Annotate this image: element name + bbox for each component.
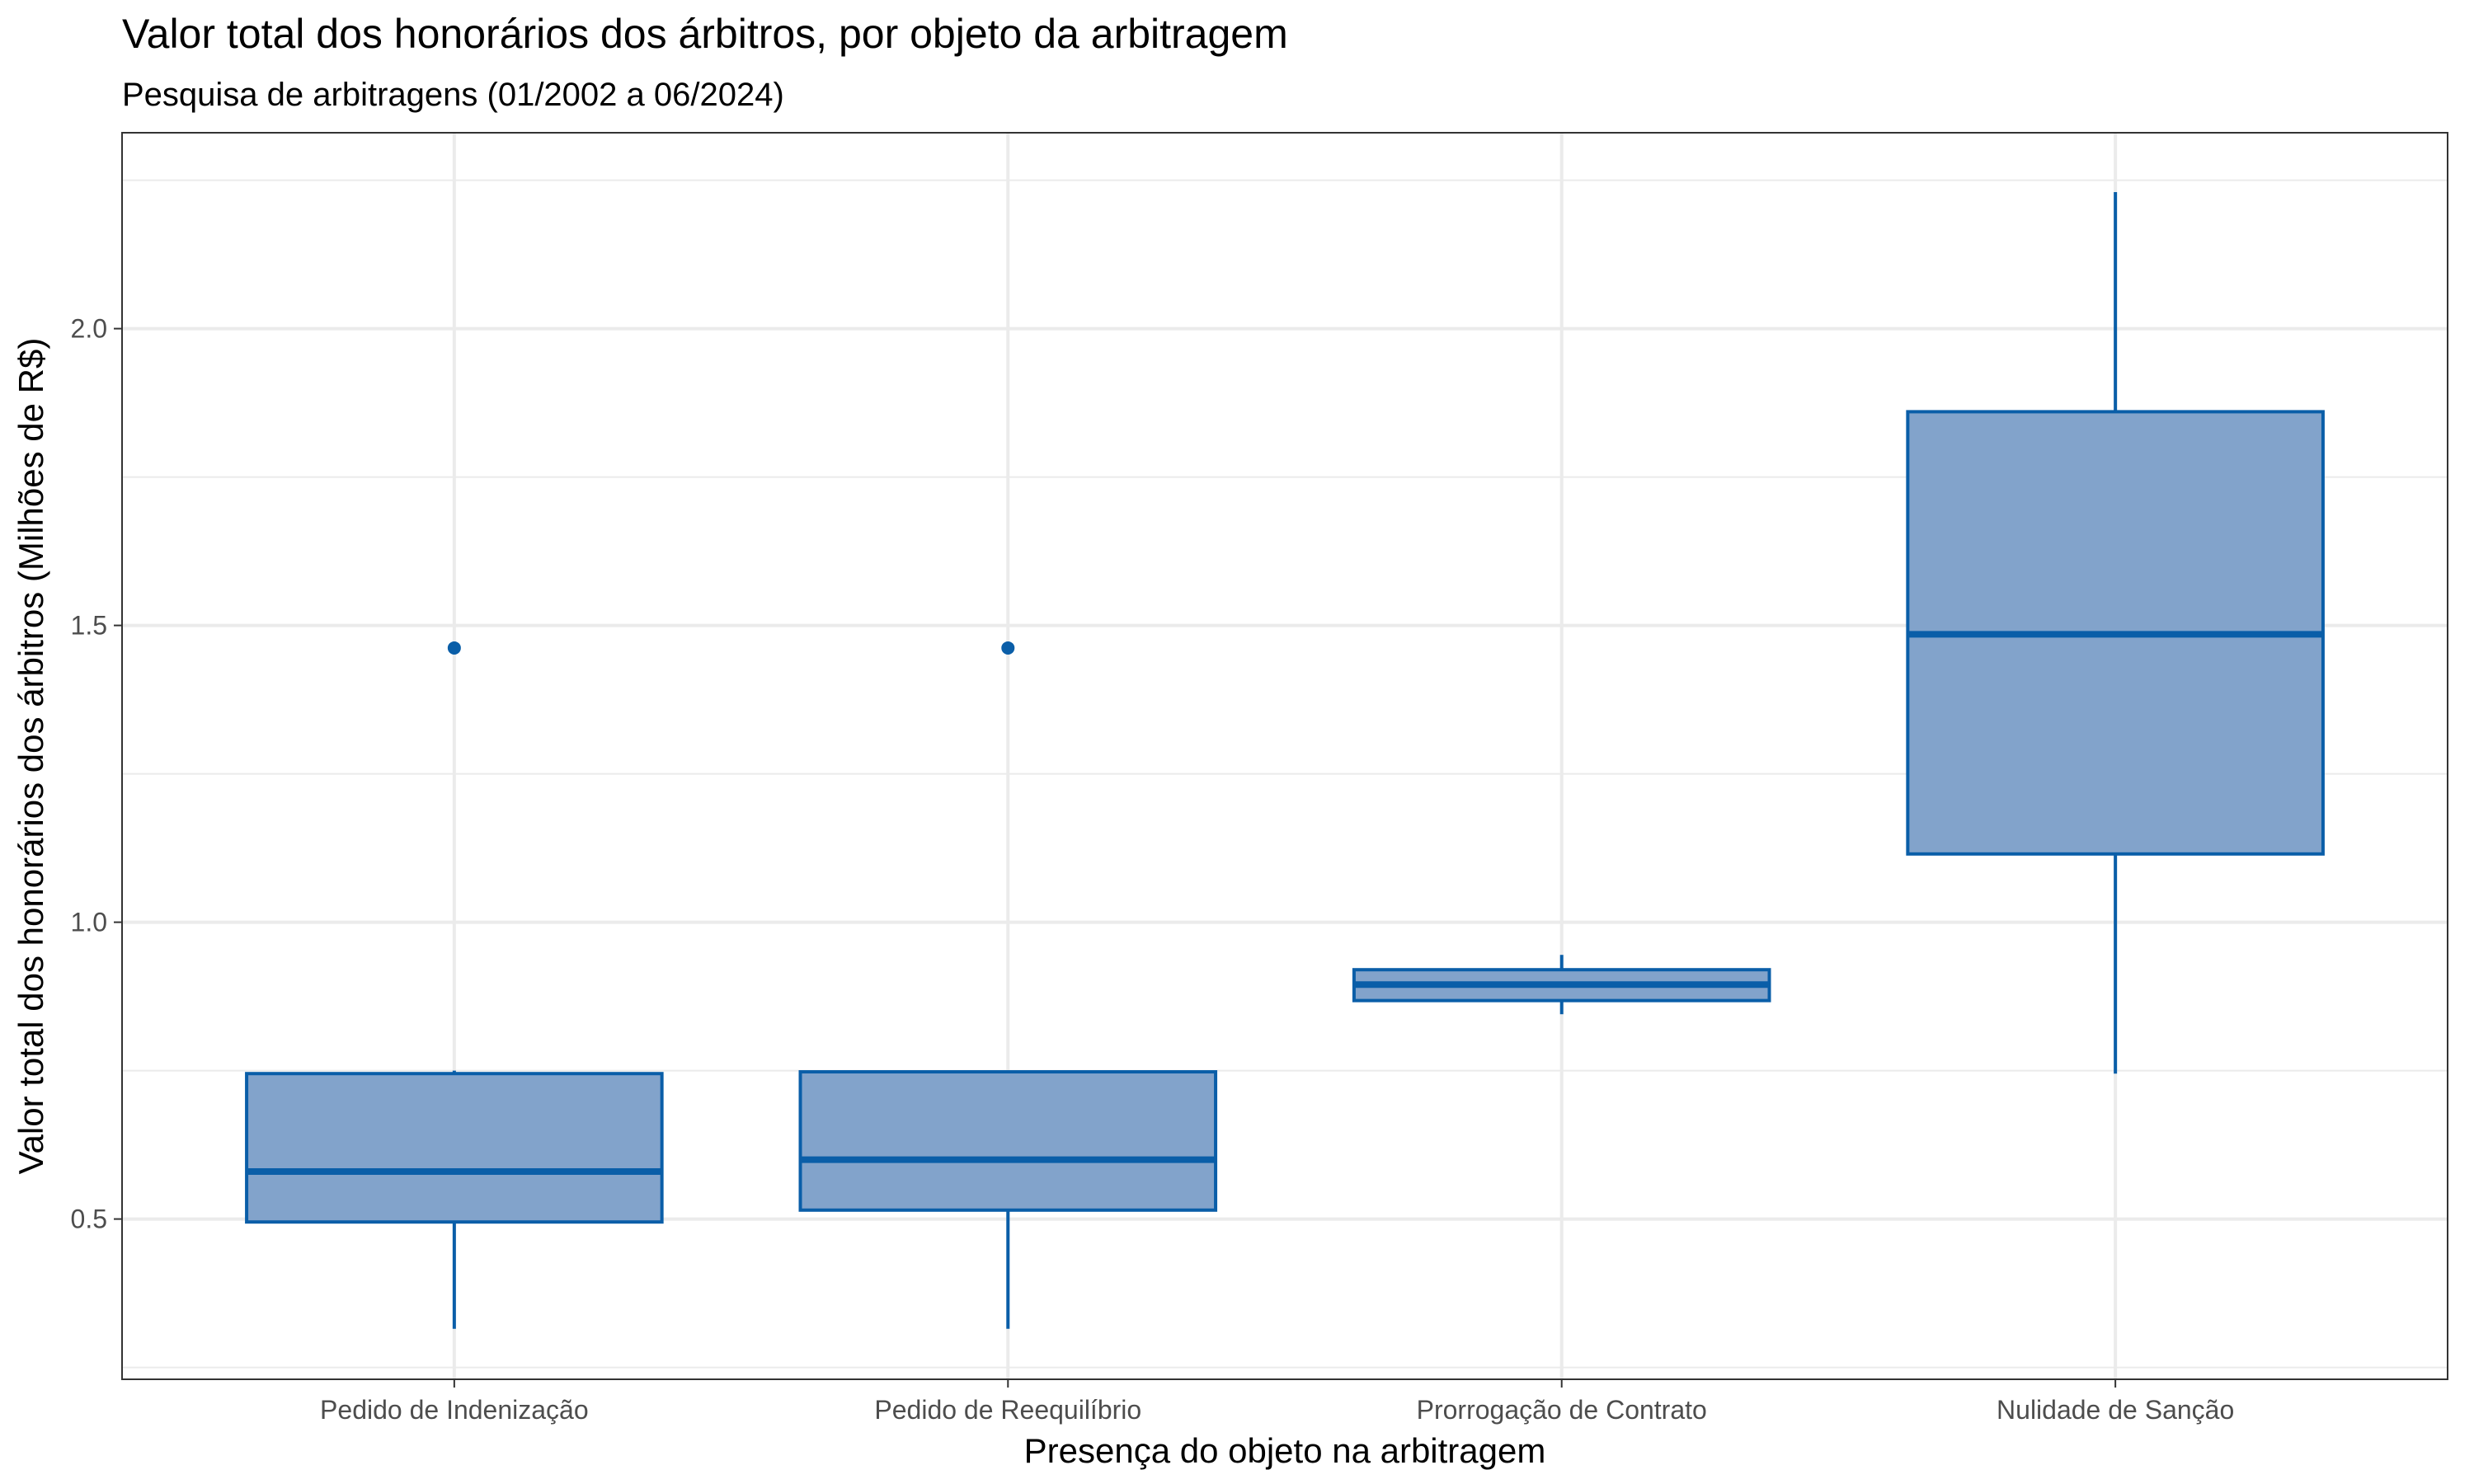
chart-subtitle: Pesquisa de arbitragens (01/2002 a 06/20…	[122, 77, 784, 113]
outlier-point	[447, 641, 461, 655]
x-axis-title: Presença do objeto na arbitragem	[1024, 1431, 1546, 1470]
y-axis-ticks: 0.5 1.0 1.5 2.0	[71, 314, 122, 1234]
x-axis-ticks: Pedido de Indenização Pedido de Reequilíb…	[320, 1379, 2234, 1425]
box-iqr	[798, 1070, 1218, 1212]
x-tick-label: Prorrogação de Contrato	[1417, 1395, 1707, 1425]
outlier-point	[1001, 641, 1015, 655]
y-tick-label: 1.0	[71, 908, 107, 937]
y-tick-label: 0.5	[71, 1205, 107, 1234]
box-group	[1906, 192, 2325, 1074]
x-tick-label: Nulidade de Sanção	[1997, 1395, 2234, 1425]
y-tick-label: 1.5	[71, 611, 107, 641]
box-group	[798, 641, 1218, 1329]
box-iqr	[245, 1072, 664, 1224]
x-tick-label: Pedido de Indenização	[320, 1395, 589, 1425]
y-axis-title: Valor total dos honorários dos árbitros …	[12, 338, 50, 1175]
box-group	[1352, 955, 1771, 1015]
y-tick-label: 2.0	[71, 314, 107, 344]
x-tick-label: Pedido de Reequilíbrio	[874, 1395, 1141, 1425]
chart-title: Valor total dos honorários dos árbitros,…	[122, 11, 1288, 57]
panel-border	[121, 132, 2448, 1380]
box-group	[245, 641, 664, 1329]
boxes	[245, 192, 2325, 1329]
